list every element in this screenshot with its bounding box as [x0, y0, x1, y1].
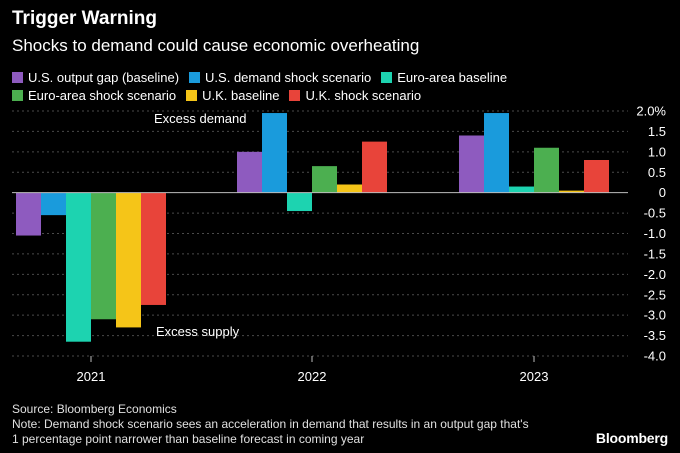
chart-subtitle: Shocks to demand could cause economic ov…	[12, 36, 420, 55]
bar	[141, 192, 166, 305]
legend-item-us-output-gap: U.S. output gap (baseline)	[12, 70, 179, 85]
y-tick-label: -3.0	[644, 308, 666, 323]
bar	[91, 192, 116, 320]
y-tick-label: -1.5	[644, 246, 666, 261]
bar	[116, 192, 141, 328]
y-tick-label: -3.5	[644, 328, 666, 343]
legend-swatch	[12, 89, 23, 101]
y-tick-label: 0	[659, 185, 666, 200]
legend-swatch	[186, 89, 198, 101]
bar	[584, 160, 609, 193]
legend-swatch	[12, 71, 23, 83]
bar	[287, 192, 312, 212]
legend: U.S. output gap (baseline) U.S. demand s…	[12, 68, 572, 104]
legend-item-uk-shock: U.K. shock scenario	[289, 88, 421, 103]
bar	[337, 184, 362, 193]
bar	[312, 166, 337, 193]
legend-swatch	[381, 71, 393, 83]
y-tick-label: -4.0	[644, 349, 666, 364]
legend-item-uk-baseline: U.K. baseline	[186, 88, 279, 103]
y-tick-label: -1.0	[644, 226, 666, 241]
legend-row-2: Euro-area shock scenario U.K. baseline U…	[12, 86, 572, 104]
legend-swatch	[189, 71, 201, 83]
bar	[262, 113, 287, 193]
legend-label: U.K. baseline	[202, 87, 280, 103]
y-tick-label: 2.0%	[636, 104, 666, 119]
y-tick-label: -2.0	[644, 267, 666, 282]
y-tick-label: -0.5	[644, 206, 666, 221]
bar	[559, 190, 584, 193]
bar	[237, 151, 262, 193]
bar	[459, 135, 484, 193]
bar	[484, 113, 509, 193]
legend-item-euro-baseline: Euro-area baseline	[381, 70, 507, 85]
bar	[41, 192, 66, 216]
x-tick-label: 2023	[520, 369, 549, 384]
legend-swatch	[289, 89, 301, 101]
bar	[509, 186, 534, 193]
bar	[534, 147, 559, 193]
legend-label: Euro-area shock scenario	[28, 87, 177, 103]
legend-label: Euro-area baseline	[397, 69, 508, 85]
legend-label: U.K. shock scenario	[305, 87, 422, 103]
bar	[66, 192, 91, 342]
legend-item-us-demand-shock: U.S. demand shock scenario	[189, 70, 371, 85]
footnote-line-1: Note: Demand shock scenario sees an acce…	[12, 417, 529, 431]
annotation-excess-supply: Excess supply	[156, 324, 240, 339]
y-tick-label: 1.0	[648, 144, 666, 159]
legend-label: U.S. demand shock scenario	[205, 69, 372, 85]
legend-row-1: U.S. output gap (baseline) U.S. demand s…	[12, 68, 572, 86]
x-tick-label: 2022	[298, 369, 327, 384]
chart-title: Trigger Warning	[12, 8, 157, 29]
bar	[362, 141, 387, 193]
legend-label: U.S. output gap (baseline)	[28, 69, 180, 85]
y-tick-label: -2.5	[644, 287, 666, 302]
bar-chart: 2.0% 1.5 1.0 0.5 0 -0.5 -1.0 -1.5 -2.0 -2.5 -3.0 -3…	[12, 104, 666, 384]
footnote-line-2: 1 percentage point narrower than baselin…	[12, 432, 365, 446]
x-tick-label: 2021	[77, 369, 106, 384]
bar	[16, 192, 41, 236]
source-note: Source: Bloomberg Economics	[12, 402, 177, 416]
bloomberg-logo: Bloomberg	[595, 430, 668, 446]
y-tick-label: 0.5	[648, 165, 666, 180]
y-tick-label: 1.5	[648, 124, 666, 139]
legend-item-euro-shock: Euro-area shock scenario	[12, 88, 176, 103]
annotation-excess-demand: Excess demand	[154, 111, 247, 126]
footer: Source: Bloomberg Economics Note: Demand…	[12, 402, 529, 447]
